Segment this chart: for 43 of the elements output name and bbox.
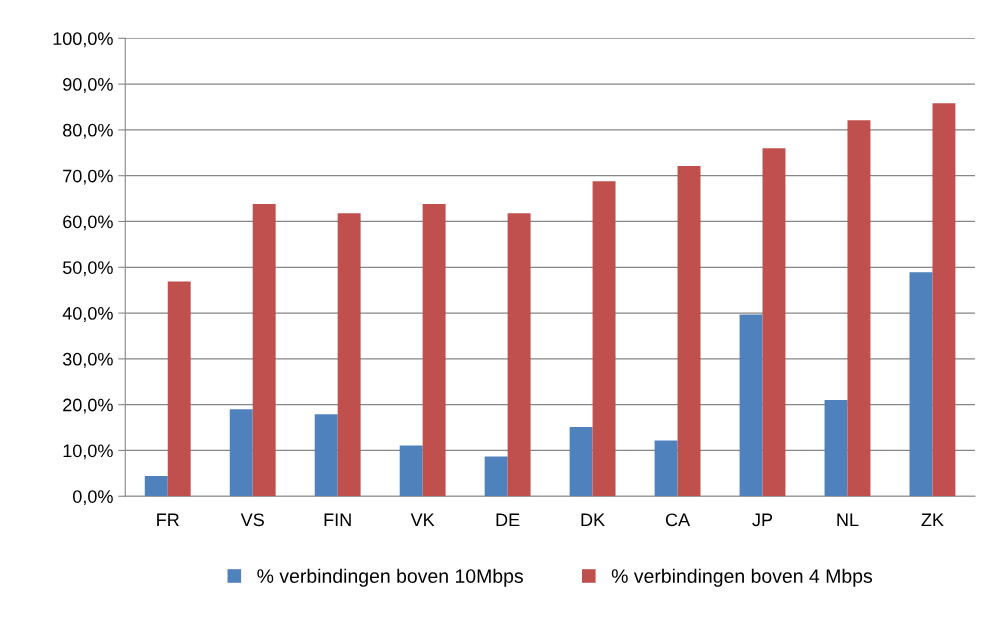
bar xyxy=(484,456,508,497)
y-tick-label: 30,0% xyxy=(62,352,113,368)
x-tick-label: FR xyxy=(157,513,179,527)
y-tick-label: 90,0% xyxy=(63,78,113,93)
y-tick-label: 40,0% xyxy=(62,307,113,322)
bar xyxy=(592,181,616,497)
bar xyxy=(337,213,361,497)
bar xyxy=(762,148,786,497)
legend-label: % verbindingen boven 10Mbps xyxy=(257,568,523,587)
bar xyxy=(399,445,423,497)
bar xyxy=(739,314,763,497)
y-tick-label: 100,0% xyxy=(53,32,113,48)
x-tick-label: NL xyxy=(837,513,859,527)
bar xyxy=(654,440,678,497)
y-tick-label: 70,0% xyxy=(63,169,113,185)
y-tick-label: 80,0% xyxy=(63,123,113,139)
bar xyxy=(144,476,168,497)
y-tick-label: 20,0% xyxy=(63,398,113,414)
bar xyxy=(932,103,956,497)
x-tick-label: JP xyxy=(752,513,773,527)
y-tick-label: 60,0% xyxy=(63,215,113,231)
bar xyxy=(569,427,593,497)
y-tick-label: 0,0% xyxy=(73,490,113,506)
bar xyxy=(507,213,531,497)
bar xyxy=(847,120,871,497)
bar xyxy=(314,414,338,497)
bar xyxy=(909,272,933,497)
bar xyxy=(824,400,848,497)
x-tick-label: VS xyxy=(240,513,264,527)
y-tick-label: 50,0% xyxy=(62,261,113,277)
x-tick-label: DE xyxy=(496,513,520,527)
bar xyxy=(229,409,253,497)
x-tick-label: VK xyxy=(410,513,435,527)
x-tick-label: FIN xyxy=(324,513,351,527)
bar xyxy=(167,281,191,497)
x-tick-label: CA xyxy=(665,513,691,527)
x-tick-label: ZK xyxy=(921,513,944,527)
bar xyxy=(252,204,276,497)
y-tick-label: 10,0% xyxy=(63,444,113,460)
x-tick-label: DK xyxy=(581,513,605,527)
bar xyxy=(677,166,701,497)
bar xyxy=(422,204,446,497)
legend-label: % verbindingen boven 4 Mbps xyxy=(611,568,873,587)
